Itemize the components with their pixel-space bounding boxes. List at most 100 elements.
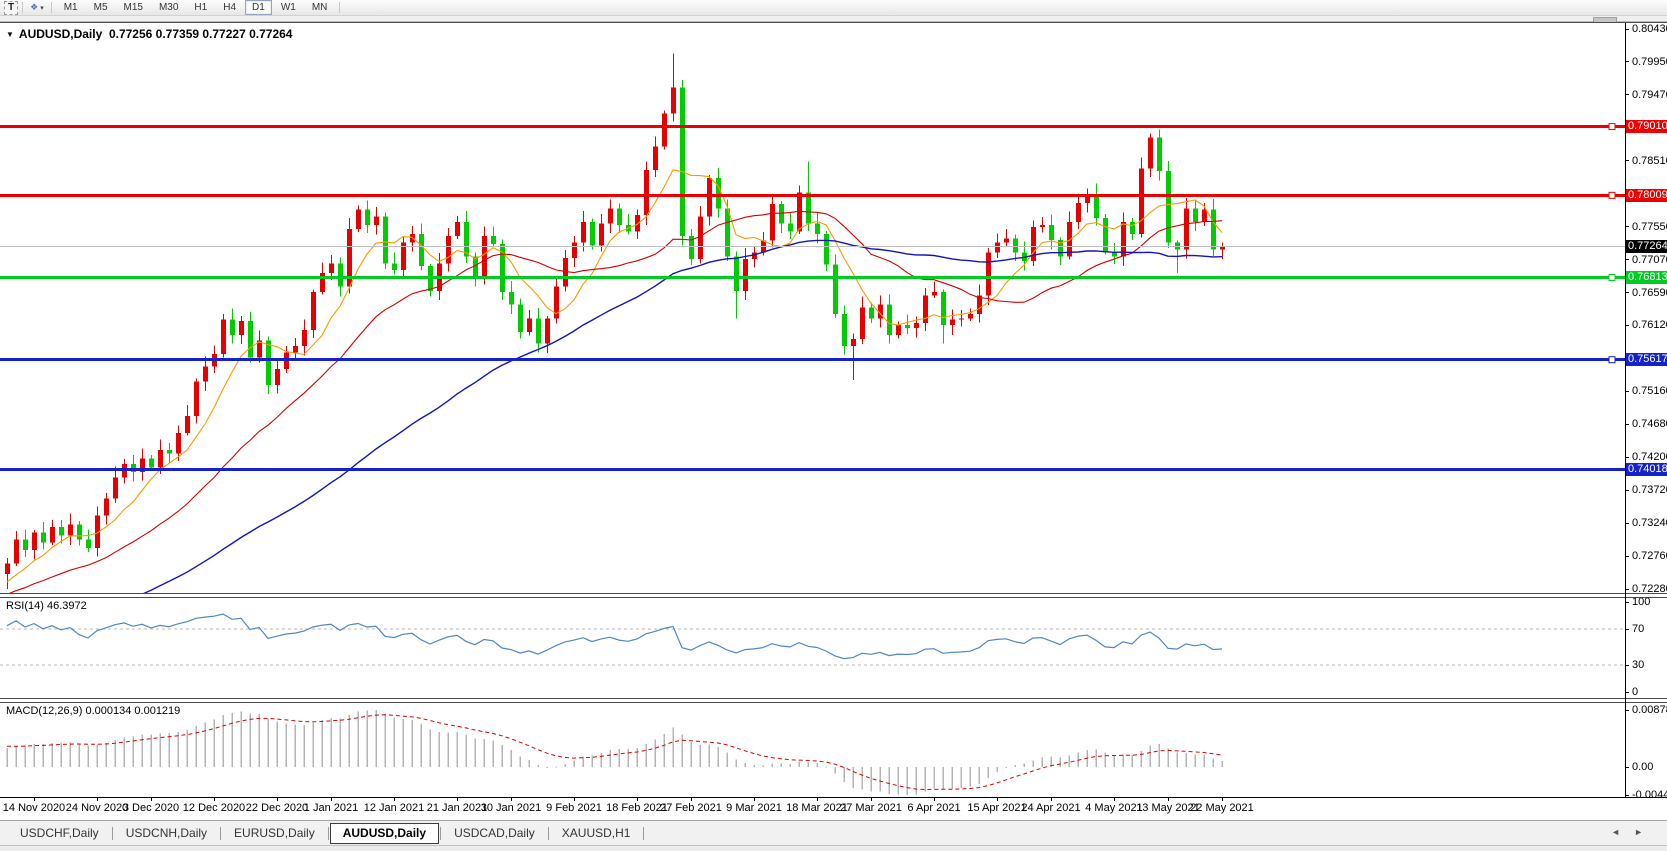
scale-tick	[1625, 456, 1629, 458]
rsi-scale: 100 70 30 0	[1625, 596, 1667, 698]
date-label: 12 Dec 2020	[182, 802, 246, 814]
date-label: 3 Dec 2020	[122, 802, 180, 814]
scale-tick	[1625, 664, 1629, 666]
rsi-chart[interactable]	[0, 598, 1667, 698]
scale-tick	[1625, 691, 1629, 693]
time-axis-tick	[934, 798, 935, 801]
timeframe-button-w1[interactable]: W1	[280, 2, 296, 13]
date-label: 18 Mar 2021	[786, 802, 848, 814]
date-label: 14 Nov 2020	[2, 802, 66, 814]
date-label: 18 Feb 2021	[606, 802, 668, 814]
time-axis-tick	[574, 798, 575, 801]
time-axis[interactable]: 14 Nov 2020 24 Nov 2020 3 Dec 2020 12 Dec 2…	[0, 797, 1667, 821]
timeframe-button-h4[interactable]: H4	[223, 2, 237, 13]
date-label: 24 Apr 2021	[1021, 802, 1081, 814]
tab-separator	[440, 826, 442, 840]
chart-tab-usdcnh[interactable]: USDCNH,Daily	[125, 826, 208, 840]
time-axis-tick	[97, 798, 98, 801]
date-label: 24 Nov 2020	[65, 802, 129, 814]
date-label: 21 Jan 2021	[426, 802, 488, 814]
price-line-label: 0.79010	[1626, 120, 1667, 134]
macd-chart[interactable]	[0, 703, 1667, 798]
date-label: 22 May 2021	[1190, 802, 1254, 814]
scale-tick	[1625, 794, 1629, 796]
scale-tick	[1625, 709, 1629, 711]
timeframe-button-d1[interactable]: D1	[245, 0, 272, 15]
timeframe-button-group: M1 M5 M15 M30 H1 H4 D1 W1 MN	[56, 0, 336, 15]
chart-tab-eurusd[interactable]: EURUSD,Daily	[234, 826, 315, 840]
timeframe-button-m15[interactable]: M15	[123, 2, 143, 13]
scale-tick	[1625, 61, 1629, 63]
line-handle[interactable]	[1608, 123, 1616, 131]
time-axis-tick	[1168, 798, 1169, 801]
timeframe-button-mn[interactable]: MN	[311, 2, 328, 13]
date-label: 22 Dec 2020	[245, 802, 309, 814]
line-handle[interactable]	[1608, 191, 1616, 199]
date-label: 12 Jan 2021	[363, 802, 425, 814]
timeframe-button-h1[interactable]: H1	[194, 2, 208, 13]
scale-tick	[1625, 628, 1629, 630]
time-axis-tick	[1222, 798, 1223, 801]
medium-ma-line	[8, 210, 1223, 593]
scale-tick-label: 100	[1632, 596, 1651, 608]
rsi-indicator-panel[interactable]: RSI(14) 46.3972 100 70 30 0	[0, 596, 1667, 698]
line-handle[interactable]	[1608, 356, 1616, 364]
toolbar-separator	[50, 2, 52, 13]
time-axis-tick	[457, 798, 458, 801]
macd-indicator-panel[interactable]: MACD(12,26,9) 0.000134 0.001219 0.008782…	[0, 703, 1667, 801]
panel-divider[interactable]	[0, 593, 1667, 598]
toolbar-separator	[339, 2, 341, 13]
chart-window[interactable]: ▼ AUDUSD,Daily 0.77256 0.77359 0.77227 0.…	[0, 22, 1667, 801]
timeframe-button-m1[interactable]: M1	[63, 2, 78, 13]
objects-icon: ❖	[30, 2, 39, 12]
tab-separator	[111, 826, 113, 840]
fast-ma-line	[6, 169, 1223, 583]
scale-tick	[1625, 226, 1629, 228]
line-handle[interactable]	[1608, 274, 1616, 282]
scale-tick	[1625, 390, 1629, 392]
time-axis-tick	[511, 798, 512, 801]
text-tool-button[interactable]: T	[4, 0, 19, 15]
time-axis-tick	[637, 798, 638, 801]
date-label: 13 May 2021	[1136, 802, 1200, 814]
time-axis-tick	[277, 798, 278, 801]
macd-label: MACD(12,26,9) 0.000134 0.001219	[6, 705, 181, 717]
chart-tab-usdcad[interactable]: USDCAD,Daily	[454, 826, 535, 840]
chart-dropdown-icon[interactable]: ▼	[6, 30, 14, 39]
tab-scroll-arrows[interactable]: ◄►	[1611, 827, 1657, 837]
price-line-label: 0.74018	[1626, 463, 1667, 477]
tab-scroll-left-icon[interactable]: ◄	[1611, 827, 1635, 837]
macd-scale: 0.0087820.00-0.00445	[1625, 703, 1667, 801]
chart-quote-values: 0.77256 0.77359 0.77227 0.77264	[108, 27, 293, 41]
price-line-label: 0.77264	[1626, 240, 1667, 254]
main-price-chart[interactable]	[0, 23, 1667, 593]
chart-tab-xauusd[interactable]: XAUUSD,H1	[561, 826, 631, 840]
tab-scroll-right-icon[interactable]: ►	[1634, 827, 1657, 837]
time-axis-tick	[871, 798, 872, 801]
tab-separator	[220, 826, 222, 840]
panel-divider[interactable]	[0, 698, 1667, 703]
toolbar-separator	[22, 2, 24, 13]
scale-tick	[1625, 555, 1629, 557]
chart-horizontal-scrollbar[interactable]	[0, 15, 1667, 23]
objects-dropdown-button[interactable]: ❖ ▾	[27, 1, 47, 14]
scale-tick	[1625, 28, 1629, 30]
timeframe-button-m5[interactable]: M5	[93, 2, 108, 13]
scale-tick-label: 30	[1632, 659, 1645, 671]
chart-tab-audusd[interactable]: AUDUSD,Daily	[329, 822, 440, 844]
rsi-line	[6, 613, 1223, 660]
chevron-down-icon: ▾	[40, 4, 44, 12]
timeframe-button-m30[interactable]: M30	[158, 2, 179, 13]
scale-tick	[1625, 292, 1629, 294]
time-axis-tick	[754, 798, 755, 801]
chart-tab-usdchf[interactable]: USDCHF,Daily	[20, 826, 99, 840]
candles-layer	[5, 53, 1225, 589]
